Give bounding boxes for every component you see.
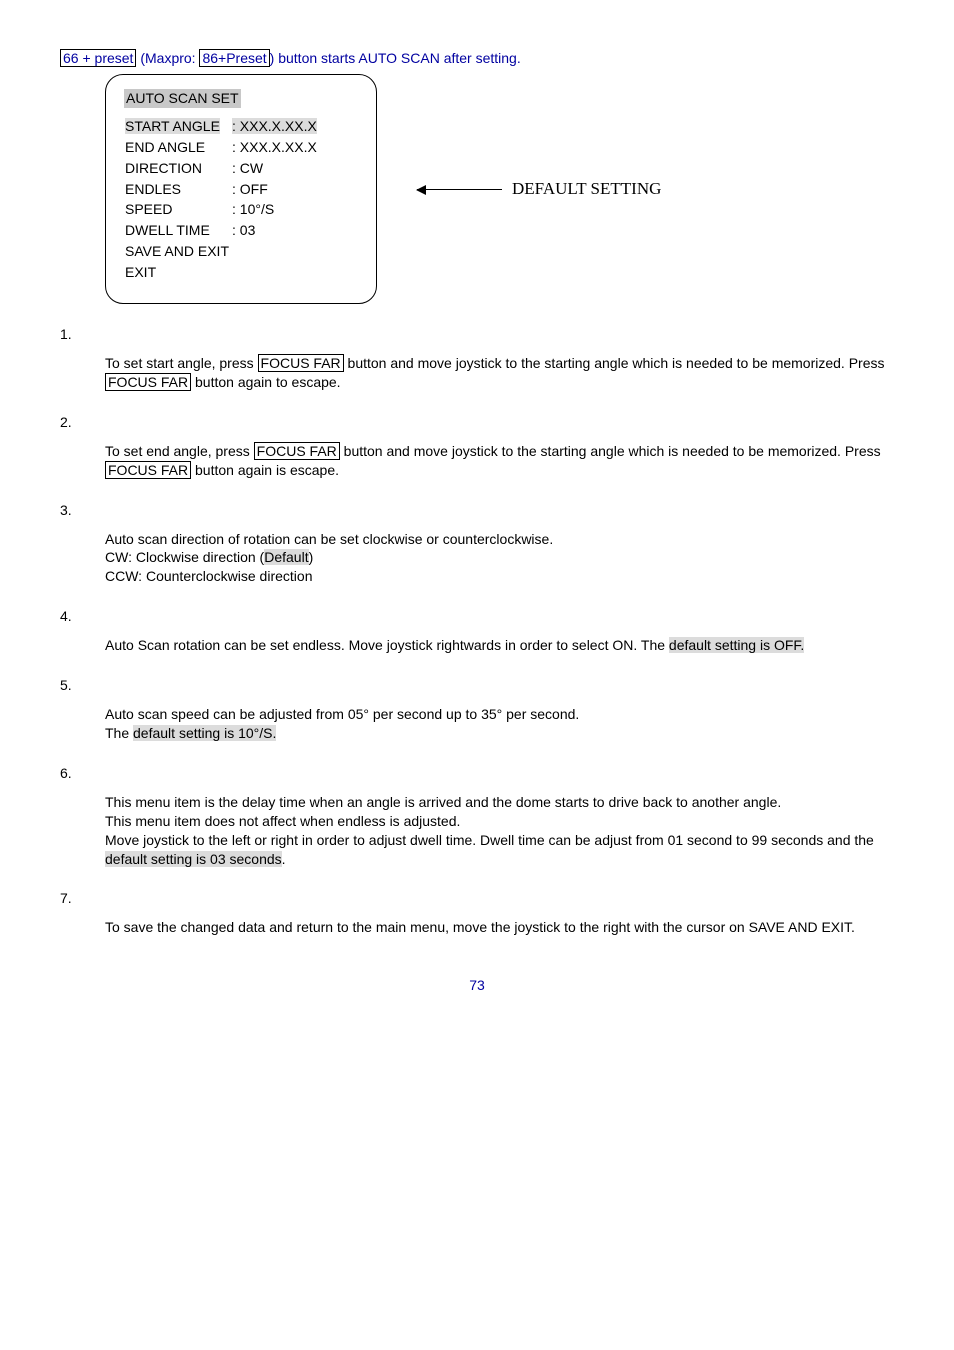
menu-item-value: : 03: [231, 220, 318, 241]
menu-item-value: : 10°/S: [231, 199, 318, 220]
section-5-text: Auto scan speed can be adjusted from 05°…: [105, 705, 894, 743]
menu-item-label: SPEED: [124, 199, 231, 220]
section-6-num: 6.: [60, 765, 894, 781]
menu-item-label: DWELL TIME: [124, 220, 231, 241]
auto-scan-menu: AUTO SCAN SET START ANGLE: XXX.X.XX.XEND…: [105, 74, 377, 304]
menu-item-value: : XXX.X.XX.X: [231, 116, 318, 137]
focus-far-key: FOCUS FAR: [258, 354, 344, 372]
default-setting-arrow: DEFAULT SETTING: [417, 179, 661, 199]
page-number: 73: [60, 977, 894, 993]
section-7-num: 7.: [60, 890, 894, 906]
menu-item-label: ENDLES: [124, 179, 231, 200]
intro-line: 66 + preset (Maxpro: 86+Preset) button s…: [60, 50, 894, 66]
default-setting-label: DEFAULT SETTING: [512, 179, 661, 199]
section-2-num: 2.: [60, 414, 894, 430]
section-1-text: To set start angle, press FOCUS FAR butt…: [105, 354, 894, 392]
section-4-num: 4.: [60, 608, 894, 624]
menu-item-value: : CW: [231, 158, 318, 179]
focus-far-key: FOCUS FAR: [105, 461, 191, 479]
menu-item-label: END ANGLE: [124, 137, 231, 158]
section-3-num: 3.: [60, 502, 894, 518]
focus-far-key: FOCUS FAR: [105, 373, 191, 391]
key-86-preset: 86+Preset: [199, 49, 269, 67]
section-6-text: This menu item is the delay time when an…: [105, 793, 894, 869]
section-1-num: 1.: [60, 326, 894, 342]
key-66-preset: 66 + preset: [60, 49, 136, 67]
menu-title: AUTO SCAN SET: [124, 89, 241, 108]
menu-item-label: START ANGLE: [124, 116, 231, 137]
menu-item-label: EXIT: [124, 262, 231, 283]
section-3-text: Auto scan direction of rotation can be s…: [105, 530, 894, 587]
section-5-num: 5.: [60, 677, 894, 693]
menu-item-label: DIRECTION: [124, 158, 231, 179]
arrow-icon: [417, 189, 502, 190]
menu-row: AUTO SCAN SET START ANGLE: XXX.X.XX.XEND…: [105, 74, 894, 304]
menu-item-value: : OFF: [231, 179, 318, 200]
menu-item-value: [231, 241, 318, 262]
focus-far-key: FOCUS FAR: [254, 442, 340, 460]
section-4-text: Auto Scan rotation can be set endless. M…: [105, 636, 894, 655]
menu-item-label: SAVE AND EXIT: [124, 241, 231, 262]
menu-item-value: [231, 262, 318, 283]
section-2-text: To set end angle, press FOCUS FAR button…: [105, 442, 894, 480]
menu-item-value: : XXX.X.XX.X: [231, 137, 318, 158]
section-7-text: To save the changed data and return to t…: [105, 918, 894, 937]
